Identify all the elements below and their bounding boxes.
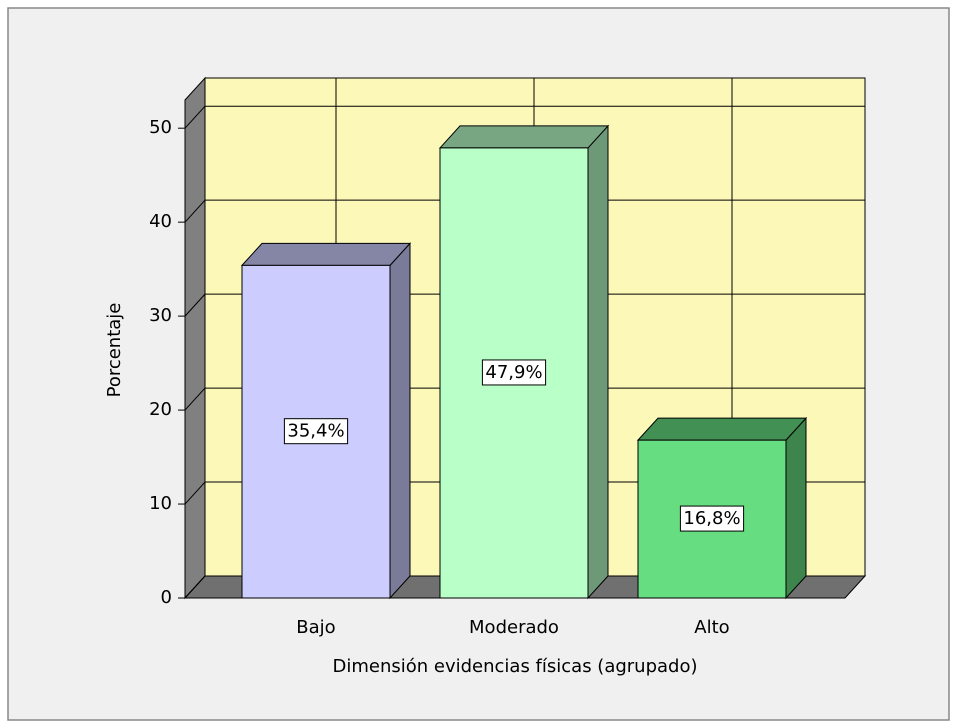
y-tick-label: 40 (149, 211, 172, 232)
bar-side (587, 124, 609, 600)
grid-line (184, 387, 206, 411)
bars: 35,4% 47,9% 16,8% (240, 124, 808, 600)
bar-side (785, 416, 807, 600)
y-tick-label: 10 (149, 493, 172, 514)
grid-line (184, 575, 206, 599)
x-tick-label: Moderado (469, 617, 559, 638)
grid-line (184, 199, 206, 223)
grid-line (184, 293, 206, 317)
left-wall (184, 76, 206, 600)
data-label: 47,9% (485, 362, 542, 383)
y-axis-title: Porcentaje (104, 303, 125, 398)
y-tick-label: 0 (161, 587, 172, 608)
data-label-box (679, 505, 745, 532)
data-label-box (283, 418, 349, 445)
grid-line (184, 105, 206, 129)
x-tick-label: Alto (694, 617, 729, 638)
y-tick-label: 50 (149, 117, 172, 138)
bar-top (438, 125, 610, 149)
x-tick-label: Bajo (296, 617, 335, 638)
data-label-box (481, 359, 547, 386)
data-label: 16,8% (683, 508, 740, 529)
y-tick-label: 30 (149, 305, 172, 326)
bar-top (240, 242, 412, 266)
y-tick-label: 20 (149, 399, 172, 420)
bar-top (636, 417, 808, 441)
x-axis-title: Dimensión evidencias físicas (agrupado) (332, 656, 697, 677)
bar-side (389, 242, 411, 600)
data-label: 35,4% (287, 421, 344, 442)
grid-line (184, 481, 206, 505)
